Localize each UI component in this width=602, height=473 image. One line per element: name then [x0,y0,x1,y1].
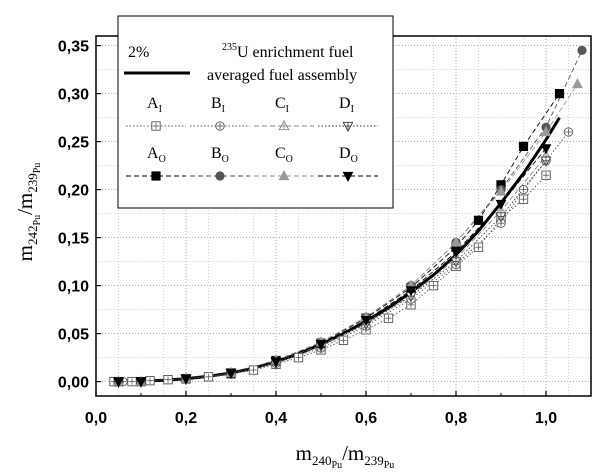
point-ai [473,242,484,252]
marker-shape [180,374,192,385]
point-co [495,185,507,196]
legend-enrichment-text: 235U enrichment fuel [222,42,354,61]
y-tick-label: 0,25 [58,135,89,152]
y-tick-label: 0,05 [58,327,89,344]
point-do [135,377,147,388]
x-tick-label: 0,2 [175,410,197,427]
marker-shape [540,125,552,137]
point-co [540,125,552,137]
x-tick-label: 0,0 [85,410,107,427]
point-bi [496,218,506,228]
y-tick-label: 0,20 [58,183,89,200]
point-ai [338,335,349,345]
point-do [180,374,192,385]
point-do [405,286,417,297]
y-tick-label: 0,00 [58,375,89,392]
marker-shape [554,89,565,99]
y-tick-label: 0,15 [58,231,89,248]
legend-marker-bo [215,171,225,181]
legend-label-bi: BI [211,95,225,115]
point-do [450,247,462,259]
marker-shape [518,141,529,151]
legend-marker-do [342,171,354,183]
point-ai [163,375,173,385]
marker-shape [450,247,462,259]
y-tick-label: 0,35 [58,39,89,56]
marker-shape [270,357,282,368]
point-ai [383,313,394,323]
y-tick-label: 0,30 [58,87,89,104]
x-tick-label: 0,8 [445,410,467,427]
point-ai [145,375,155,386]
legend: 2% 235U enrichment fuel averaged fuel as… [117,15,394,209]
point-ai [248,365,259,375]
legend-label-do: DO [339,145,358,165]
point-do [315,340,327,351]
x-tick-label: 0,4 [265,410,287,427]
legend-label-ai: AI [147,95,162,115]
marker-shape [342,171,354,183]
point-ao [554,89,565,99]
marker-shape [540,144,552,155]
legend-marker-ao [151,171,161,181]
marker-shape [405,286,417,297]
marker-shape [135,377,147,388]
legend-marker-ai [151,121,161,131]
marker-shape [473,215,484,225]
marker-shape [495,199,507,211]
point-ao [518,141,529,151]
marker-shape [572,77,583,89]
marker-shape [278,169,290,181]
legend-label-bo: BO [211,145,229,165]
y-tick-label: 0,10 [58,279,89,296]
marker-shape [360,316,372,327]
point-ai [541,170,551,180]
marker-shape [215,171,225,181]
legend-marker-bi [215,121,225,131]
x-tick-label: 1,0 [535,410,557,427]
axis-ticks: 0,0 0,2 0,4 0,6 0,8 1,0 0,00 0,05 0,10 0,15 0,20 0,… [58,39,592,427]
point-do [225,368,237,380]
point-do [495,199,507,211]
legend-marker-co [278,169,290,181]
marker-shape [495,185,507,196]
series-points [109,45,587,388]
point-do [113,377,124,388]
x-tick-label: 0,6 [355,410,377,427]
point-bi [518,184,529,195]
point-ai [293,352,304,363]
legend-label-ao: AO [147,145,166,165]
legend-label-di: DI [339,95,354,115]
legend-average-label: averaged fuel assembly [207,67,357,84]
marker-shape [577,45,587,56]
legend-label-co: CO [275,145,293,165]
legend-enrichment-label: 2% [128,44,149,61]
marker-shape [113,377,124,388]
legend-marker-di [342,121,354,133]
point-co [572,77,583,89]
point-ai [428,280,439,291]
point-bo [577,45,587,56]
point-ai [518,194,529,204]
point-ai [127,376,137,387]
legend-marker-ci [278,119,290,131]
marker-shape [450,236,462,247]
point-bi [563,127,574,137]
y-axis-title: m242Pu/m239Pu [13,163,43,262]
legend-entries: AI BI CI DI AO BO CO DO [126,95,378,183]
point-di [495,212,507,223]
point-do [540,144,552,155]
point-ai [203,372,214,382]
point-co [450,236,462,247]
x-axis-title: m240Pu/m239Pu [296,441,395,471]
point-di [540,156,552,167]
point-do [270,357,282,368]
marker-shape [151,171,161,181]
point-do [360,316,372,327]
point-ao [473,215,484,225]
legend-label-ci: CI [275,95,289,115]
marker-shape [315,340,327,351]
marker-shape [225,368,237,380]
